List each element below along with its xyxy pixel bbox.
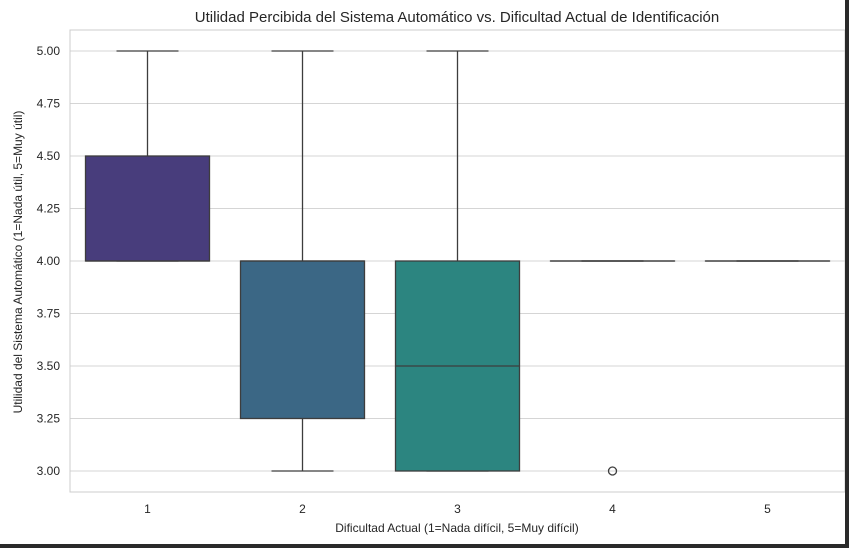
box-1: [84, 50, 211, 262]
y-tick-label: 3.25: [37, 412, 61, 426]
box-2: [239, 50, 366, 472]
y-tick-label: 3.00: [37, 464, 61, 478]
x-tick-label: 2: [299, 502, 306, 516]
box-3: [394, 50, 521, 472]
x-axis-title: Dificultad Actual (1=Nada difícil, 5=Muy…: [335, 521, 578, 535]
y-tick-label: 4.75: [37, 97, 61, 111]
y-tick-label: 4.50: [37, 149, 61, 163]
x-tick-label: 3: [454, 502, 461, 516]
chart-title: Utilidad Percibida del Sistema Automátic…: [195, 9, 719, 26]
y-tick-label: 4.00: [37, 254, 61, 268]
y-tick-label: 4.25: [37, 202, 61, 216]
y-tick-label: 3.50: [37, 359, 61, 373]
box-group: [84, 50, 831, 476]
y-tick-label: 3.75: [37, 307, 61, 321]
y-tick-label: 5.00: [37, 44, 61, 58]
y-axis-title: Utilidad del Sistema Automático (1=Nada …: [11, 111, 25, 414]
x-tick-label: 1: [144, 502, 151, 516]
y-tick-labels: 3.00 3.25 3.50 3.75 4.00 4.25 4.50 4.75 5.00: [37, 44, 61, 478]
x-tick-labels: 1 2 3 4 5: [144, 502, 771, 516]
x-tick-label: 5: [764, 502, 771, 516]
x-tick-label: 4: [609, 502, 616, 516]
box-iqr: [84, 155, 211, 262]
outlier-point: [607, 466, 618, 476]
box-iqr: [239, 260, 366, 420]
plot-border: [69, 29, 845, 493]
box-4: [549, 260, 676, 476]
